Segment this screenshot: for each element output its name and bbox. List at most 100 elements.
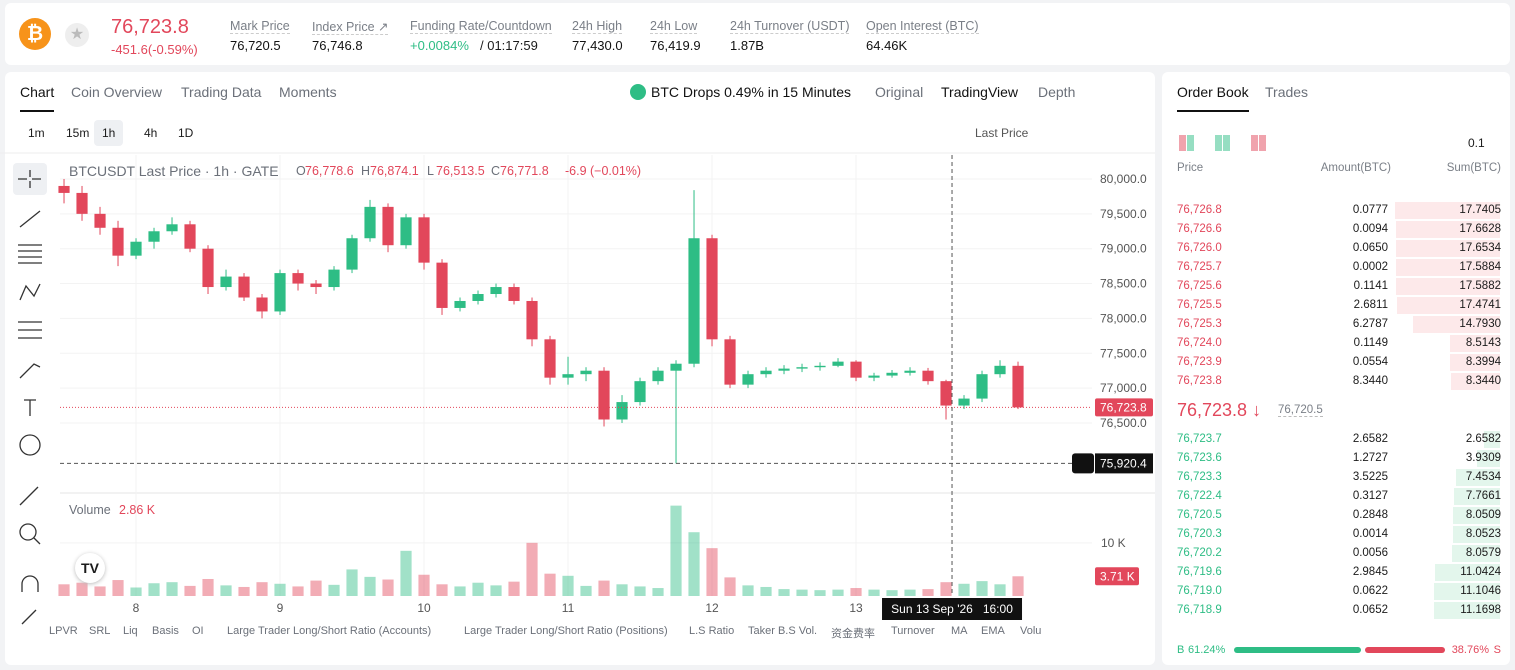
indicator[interactable]: 资金费率	[831, 628, 875, 640]
y-tick-label: 78,000.0	[1100, 311, 1147, 325]
ob-price: 76,719.0	[1177, 585, 1222, 598]
candle-body	[202, 248, 214, 288]
ob-amount: 0.1149	[1353, 337, 1388, 350]
ob-sum: 11.0424	[1460, 566, 1501, 579]
ob-depth-bar	[1434, 602, 1500, 620]
volume-bar	[742, 585, 754, 596]
indicator[interactable]: LPVR	[49, 625, 78, 637]
price-source[interactable]: Last Price	[975, 126, 1029, 140]
chart-tab[interactable]: Coin Overview	[71, 84, 163, 100]
ob-price: 76,719.6	[1177, 566, 1222, 579]
indicator[interactable]: Taker B.S Vol.	[748, 625, 818, 637]
ob-depth-bar	[1449, 335, 1500, 353]
candle-body	[490, 287, 502, 295]
ob-amount: 0.2848	[1352, 509, 1388, 522]
ob-column: Price	[1177, 162, 1204, 174]
alert[interactable]: BTC Drops 0.49% in 15 Minutes	[651, 84, 851, 100]
interval[interactable]: 1h	[94, 120, 124, 146]
y-tick-label: 79,500.0	[1100, 207, 1147, 221]
indicator[interactable]: OI	[192, 625, 204, 637]
candle-body	[562, 374, 574, 378]
indicator[interactable]: MA	[951, 625, 968, 637]
interval[interactable]: 1m	[28, 126, 45, 140]
volume-bar	[148, 583, 160, 596]
interval[interactable]: 15m	[66, 126, 90, 140]
volume-bar	[778, 589, 790, 596]
indicator[interactable]: Volu	[1020, 625, 1042, 637]
indicator[interactable]: L.S Ratio	[689, 625, 735, 637]
volume-bar	[238, 586, 250, 596]
stat-value: 76,720.5	[230, 38, 281, 53]
volume-bar	[346, 569, 358, 596]
legend-key: L	[427, 164, 434, 178]
ob-amount: 0.3127	[1352, 490, 1388, 503]
candle-body	[958, 398, 970, 406]
view-tab[interactable]: Original	[875, 84, 924, 100]
indicator[interactable]: EMA	[981, 625, 1005, 637]
indicator[interactable]: SRL	[89, 625, 111, 637]
ob-amount: 1.2727	[1352, 452, 1388, 465]
indicator[interactable]: Turnover	[891, 625, 935, 637]
volume-bar	[616, 584, 628, 596]
ob-sum: 3.9309	[1465, 452, 1501, 465]
stat-label: Mark Price	[230, 19, 290, 34]
candle-body	[364, 206, 376, 239]
ob-price: 76,725.7	[1177, 261, 1222, 274]
change: -451.6(-0.59%)	[111, 42, 198, 57]
volume-bar	[922, 589, 934, 596]
ob-view-icon	[1251, 135, 1258, 151]
candle-body	[1012, 365, 1024, 408]
volume-bar	[652, 588, 664, 596]
ob-view-icon	[1187, 135, 1194, 151]
candle-body	[652, 370, 664, 382]
ob-amount: 0.0622	[1352, 585, 1388, 598]
ob-depth-bar	[1395, 240, 1500, 258]
chart-tab[interactable]: Moments	[279, 84, 337, 100]
candle-body	[472, 294, 484, 301]
candle-body	[220, 276, 232, 288]
view-tab[interactable]: Depth	[1038, 84, 1076, 100]
candle-body	[292, 273, 304, 284]
ob-sell-letter: S	[1493, 644, 1501, 656]
indicator[interactable]: Basis	[152, 625, 179, 637]
candle-body	[976, 374, 988, 399]
ob-buy-letter: B	[1177, 644, 1185, 656]
ob-sum: 14.7930	[1459, 318, 1501, 331]
ob-amount: 2.6582	[1352, 433, 1388, 445]
candle-body	[148, 231, 160, 242]
ob-precision[interactable]: 0.1	[1468, 136, 1485, 150]
ob-tab[interactable]: Trades	[1265, 84, 1309, 100]
ob-price: 76,723.8	[1177, 375, 1222, 388]
volume-bar	[976, 581, 988, 596]
stat-label: 24h Low	[650, 19, 698, 34]
indicator[interactable]: Large Trader Long/Short Ratio (Accounts)	[227, 625, 432, 637]
last-price-label: 76,723.8	[1100, 400, 1147, 414]
stat-value: 64.46K	[866, 38, 908, 53]
interval[interactable]: 1D	[178, 126, 194, 140]
ob-price: 76,720.2	[1177, 547, 1222, 560]
ob-depth-bar	[1452, 545, 1500, 563]
ob-depth-bar	[1434, 564, 1500, 582]
volume-bar	[886, 590, 898, 596]
candle-body	[94, 213, 106, 228]
volume-bar	[328, 584, 340, 596]
chart-tab[interactable]: Trading Data	[181, 84, 262, 100]
ob-price: 76,725.3	[1177, 318, 1222, 331]
ob-price: 76,718.9	[1177, 604, 1222, 617]
volume-bar	[490, 585, 502, 596]
favorite[interactable]: ★	[65, 23, 89, 47]
interval[interactable]: 4h	[144, 126, 158, 140]
ob-price: 76,720.5	[1177, 509, 1222, 522]
ob-depth-bar	[1452, 526, 1500, 544]
view-tab[interactable]: TradingView	[941, 84, 1019, 100]
ob-depth-bar	[1412, 316, 1500, 334]
chart-tab[interactable]: Chart	[20, 84, 55, 112]
ob-tab[interactable]: Order Book	[1177, 84, 1249, 112]
ob-sum: 8.3440	[1465, 375, 1501, 388]
volume-bar	[832, 589, 844, 596]
indicator[interactable]: Liq	[123, 625, 138, 637]
stat-value: 76,419.9	[650, 38, 701, 53]
volume-bar	[292, 586, 304, 596]
crosshair-date-tag	[882, 598, 1023, 620]
indicator[interactable]: Large Trader Long/Short Ratio (Positions…	[464, 625, 668, 637]
